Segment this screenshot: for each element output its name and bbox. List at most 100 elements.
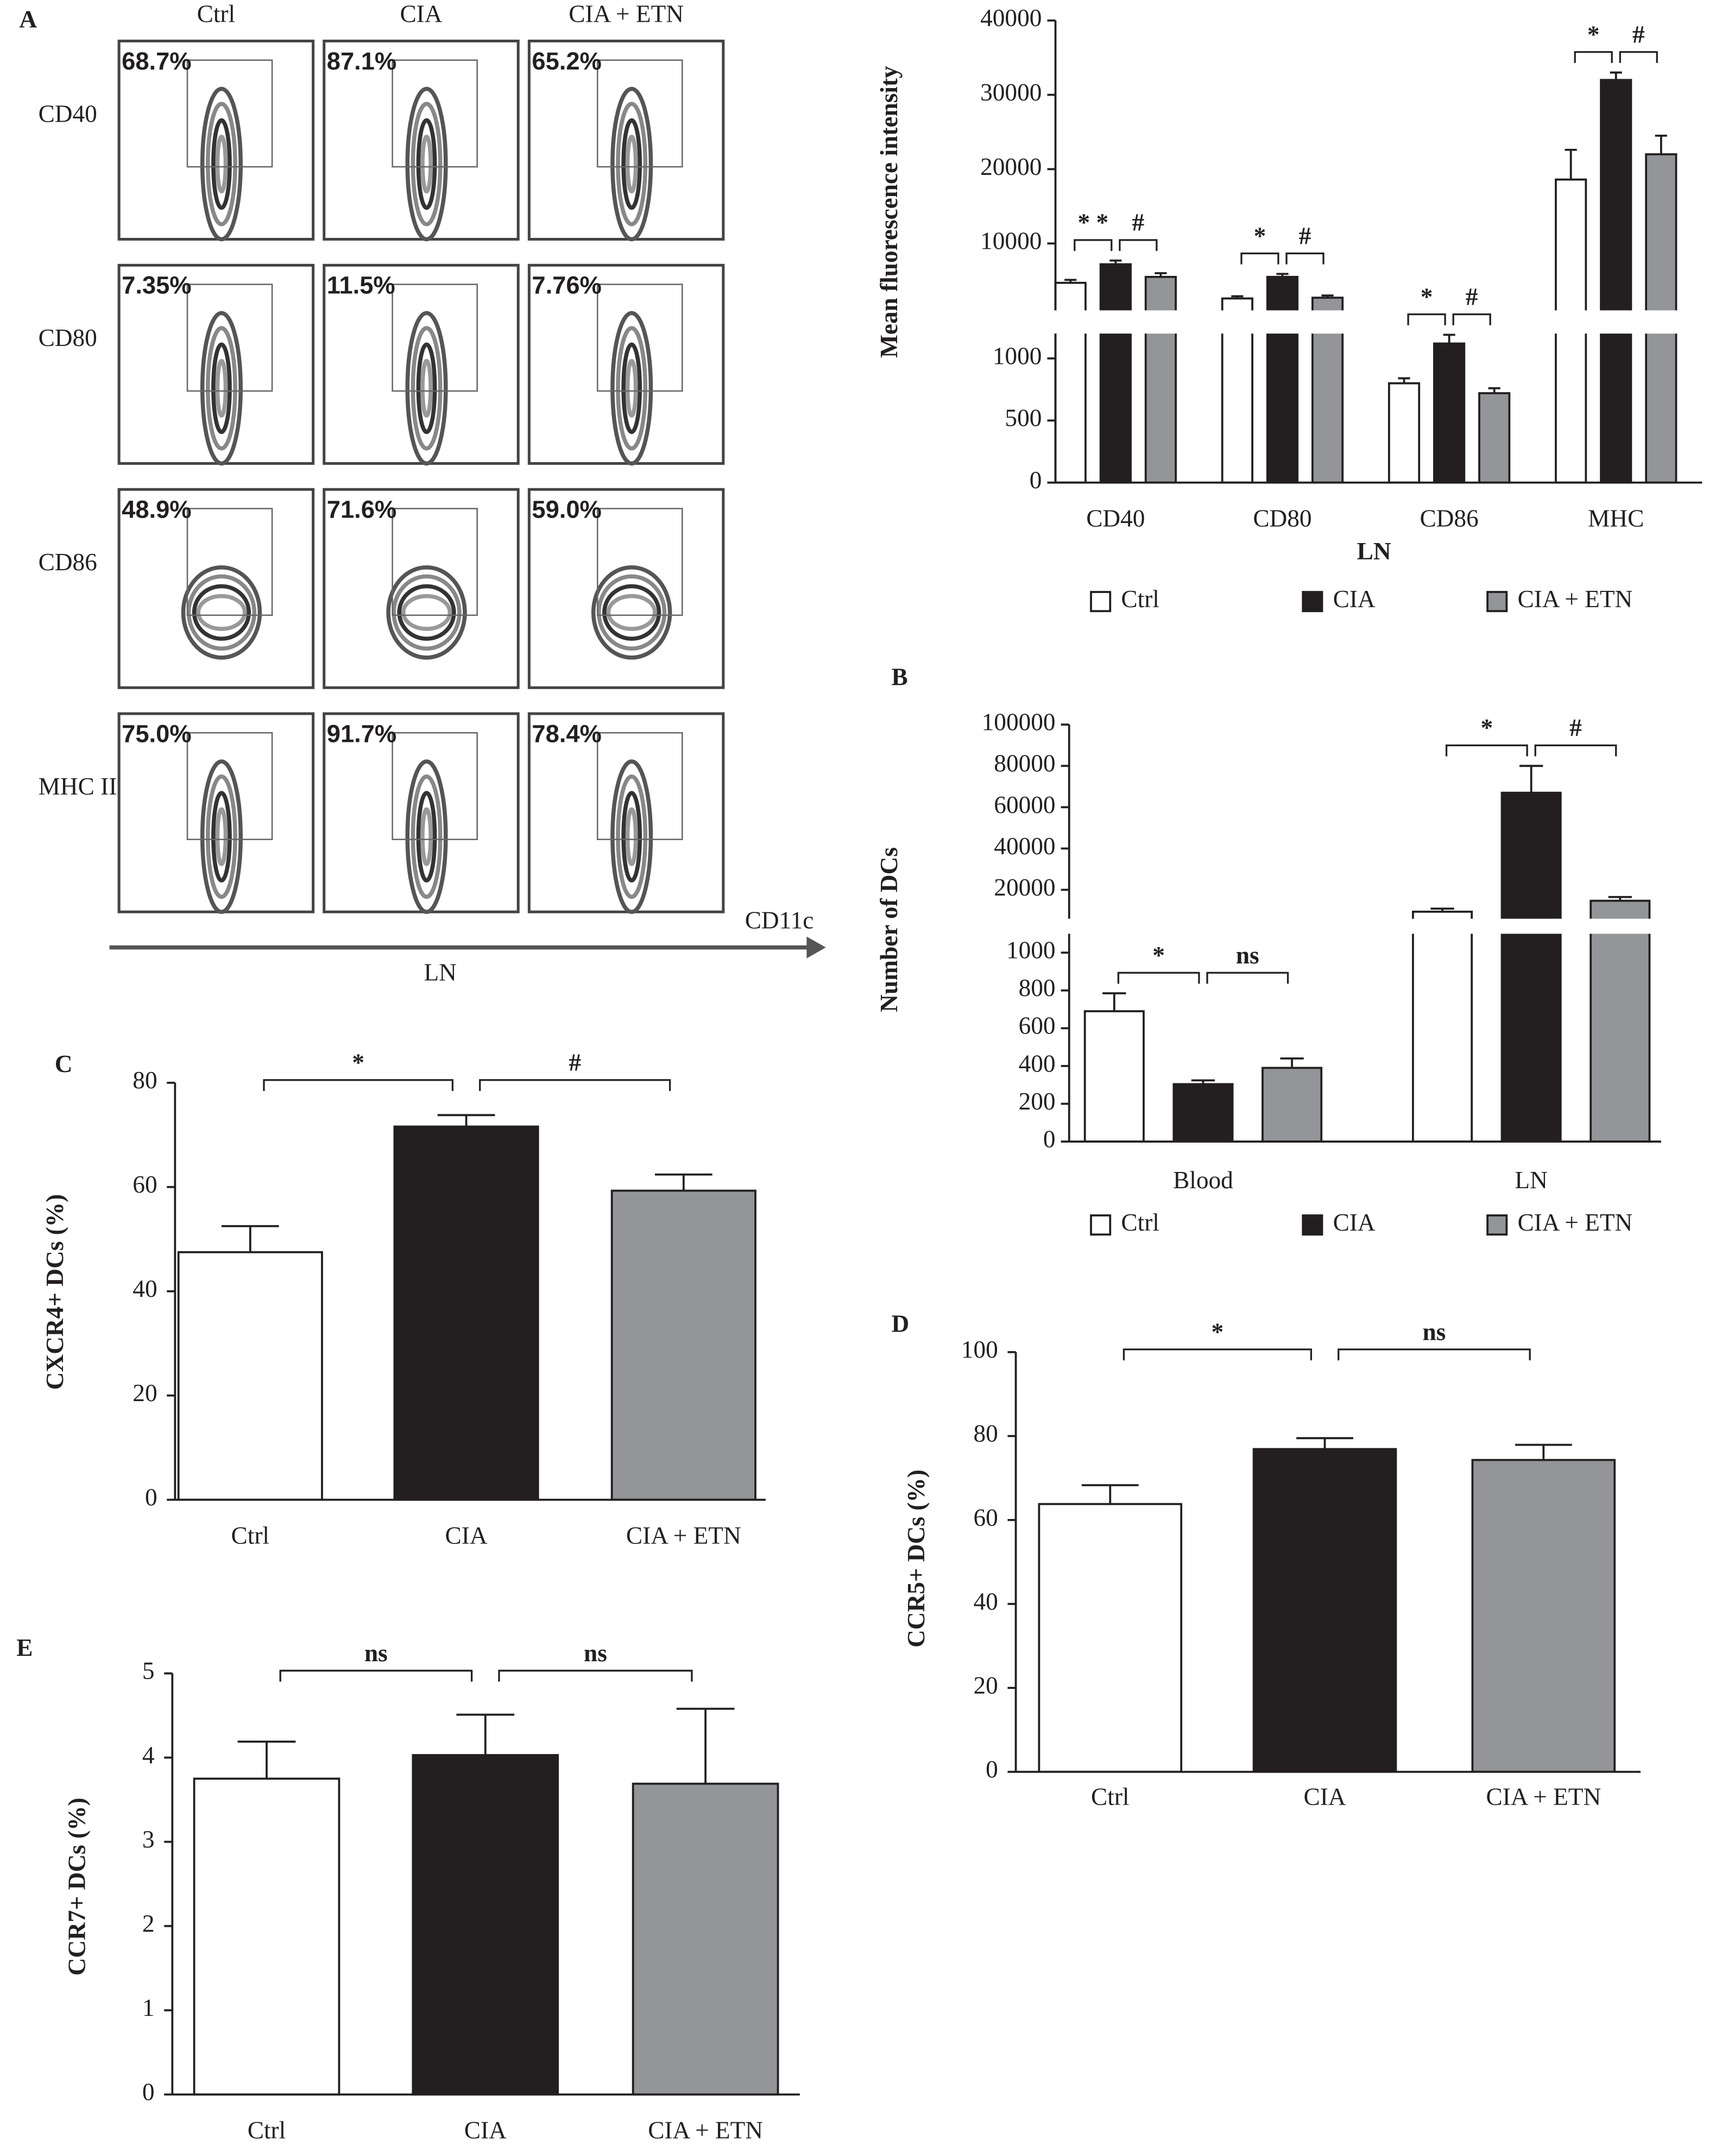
y-tick-label: 80 xyxy=(974,1420,998,1447)
significance-label: * xyxy=(1212,1318,1224,1345)
contour xyxy=(397,584,456,641)
y-tick-label: 40000 xyxy=(994,833,1055,860)
significance-bracket xyxy=(1445,744,1528,757)
x-axis-label: LN xyxy=(1357,538,1391,565)
gate xyxy=(186,59,273,168)
significance-label: ns xyxy=(364,1640,388,1667)
contour xyxy=(411,774,443,899)
y-tick-label: 800 xyxy=(1019,974,1056,1001)
contour xyxy=(625,358,638,418)
contour xyxy=(416,791,437,883)
y-tick-label: 1000 xyxy=(1006,937,1056,964)
gate xyxy=(186,508,273,616)
bar xyxy=(193,1777,340,2096)
gate xyxy=(392,732,478,840)
y-tick-label: 40 xyxy=(974,1588,998,1615)
error-bar xyxy=(676,1707,735,1784)
y-tick-label: 40000 xyxy=(980,4,1042,31)
gate xyxy=(596,732,683,840)
significance-bracket xyxy=(1074,239,1113,251)
error-bar xyxy=(654,1173,712,1191)
significance-bracket xyxy=(479,1079,671,1091)
significance-label: ns xyxy=(1422,1318,1446,1345)
contour xyxy=(181,565,262,660)
error-bar xyxy=(1109,259,1122,264)
gate-percentage: 65.2% xyxy=(532,47,601,75)
contour xyxy=(625,134,638,194)
y-axis-label: CCR7+ DCs (%) xyxy=(64,1798,91,1976)
significance-label: # xyxy=(1569,714,1582,741)
significance-label: * xyxy=(352,1049,364,1076)
row-label: CD86 xyxy=(39,549,97,576)
y-tick-label: 60 xyxy=(133,1171,157,1198)
x-tick-label: CD40 xyxy=(1086,505,1145,532)
gate-percentage: 7.35% xyxy=(122,272,191,299)
error-bar xyxy=(1064,279,1077,283)
significance-label: # xyxy=(1466,283,1478,310)
y-tick-label: 20000 xyxy=(994,874,1055,901)
significance-label: # xyxy=(1299,222,1311,249)
error-bar xyxy=(456,1713,515,1755)
legend-label: Ctrl xyxy=(1121,1209,1159,1236)
error-bar xyxy=(1608,896,1632,901)
y-tick-label: 600 xyxy=(1019,1012,1056,1039)
bar xyxy=(1172,1083,1234,1143)
error-bar xyxy=(1231,295,1244,299)
contour xyxy=(392,574,462,651)
bar xyxy=(1099,263,1132,484)
error-bar xyxy=(1488,387,1500,394)
column-header: CIA xyxy=(400,1,442,28)
bar xyxy=(1590,899,1651,1143)
y-tick-label: 500 xyxy=(1005,405,1042,432)
axis-break xyxy=(1052,918,1667,934)
error-bar xyxy=(1191,1079,1215,1085)
x-tick-label: CIA + ETN xyxy=(626,1522,741,1549)
significance-bracket xyxy=(1119,239,1158,251)
x-tick-label: Blood xyxy=(1173,1167,1233,1194)
y-tick-label: 100 xyxy=(961,1336,998,1363)
y-tick-label: 100000 xyxy=(982,709,1056,736)
gate xyxy=(596,59,683,168)
contour xyxy=(591,565,672,660)
significance-label: * * xyxy=(1077,209,1108,236)
row-label: CD40 xyxy=(39,100,97,127)
x-tick-label: CIA + ETN xyxy=(648,2117,763,2144)
error-bar xyxy=(1430,907,1454,912)
contour xyxy=(625,807,638,866)
row-label: CD80 xyxy=(39,324,97,351)
y-tick-label: 0 xyxy=(1043,1125,1056,1152)
contour xyxy=(386,565,467,660)
bar xyxy=(1252,1448,1397,1773)
significance-bracket xyxy=(1534,744,1617,757)
contour xyxy=(610,759,653,914)
significance-label: ns xyxy=(1236,942,1259,969)
x-tick-label: CD80 xyxy=(1253,505,1311,532)
contour xyxy=(621,118,642,210)
contour xyxy=(211,342,232,434)
gate-percentage: 48.9% xyxy=(122,495,191,523)
arrow-head xyxy=(806,936,826,959)
significance-label: * xyxy=(1152,942,1165,969)
gate xyxy=(392,59,478,168)
gate xyxy=(596,283,683,392)
significance-bracket xyxy=(1452,313,1491,325)
error-bar xyxy=(1081,1484,1139,1504)
legend-swatch xyxy=(1486,1214,1508,1236)
gate xyxy=(596,508,683,616)
plot-box xyxy=(527,488,725,689)
y-tick-label: 3 xyxy=(142,1826,155,1853)
y-axis-label: CCR5+ DCs (%) xyxy=(903,1470,930,1648)
significance-bracket xyxy=(1574,51,1613,63)
gate-percentage: 59.0% xyxy=(532,495,601,523)
error-bar xyxy=(1398,377,1410,383)
panel-letter: B xyxy=(891,664,907,691)
contour xyxy=(606,594,657,631)
significance-label: * xyxy=(1587,21,1600,48)
bar xyxy=(1262,1067,1323,1143)
significance-bracket xyxy=(1407,313,1446,325)
x-tick-label: Ctrl xyxy=(231,1522,269,1549)
x-tick-label: Ctrl xyxy=(1091,1783,1129,1810)
significance-bracket xyxy=(279,1669,473,1682)
error-bar xyxy=(1519,765,1543,793)
gate-percentage: 11.5% xyxy=(327,272,395,299)
